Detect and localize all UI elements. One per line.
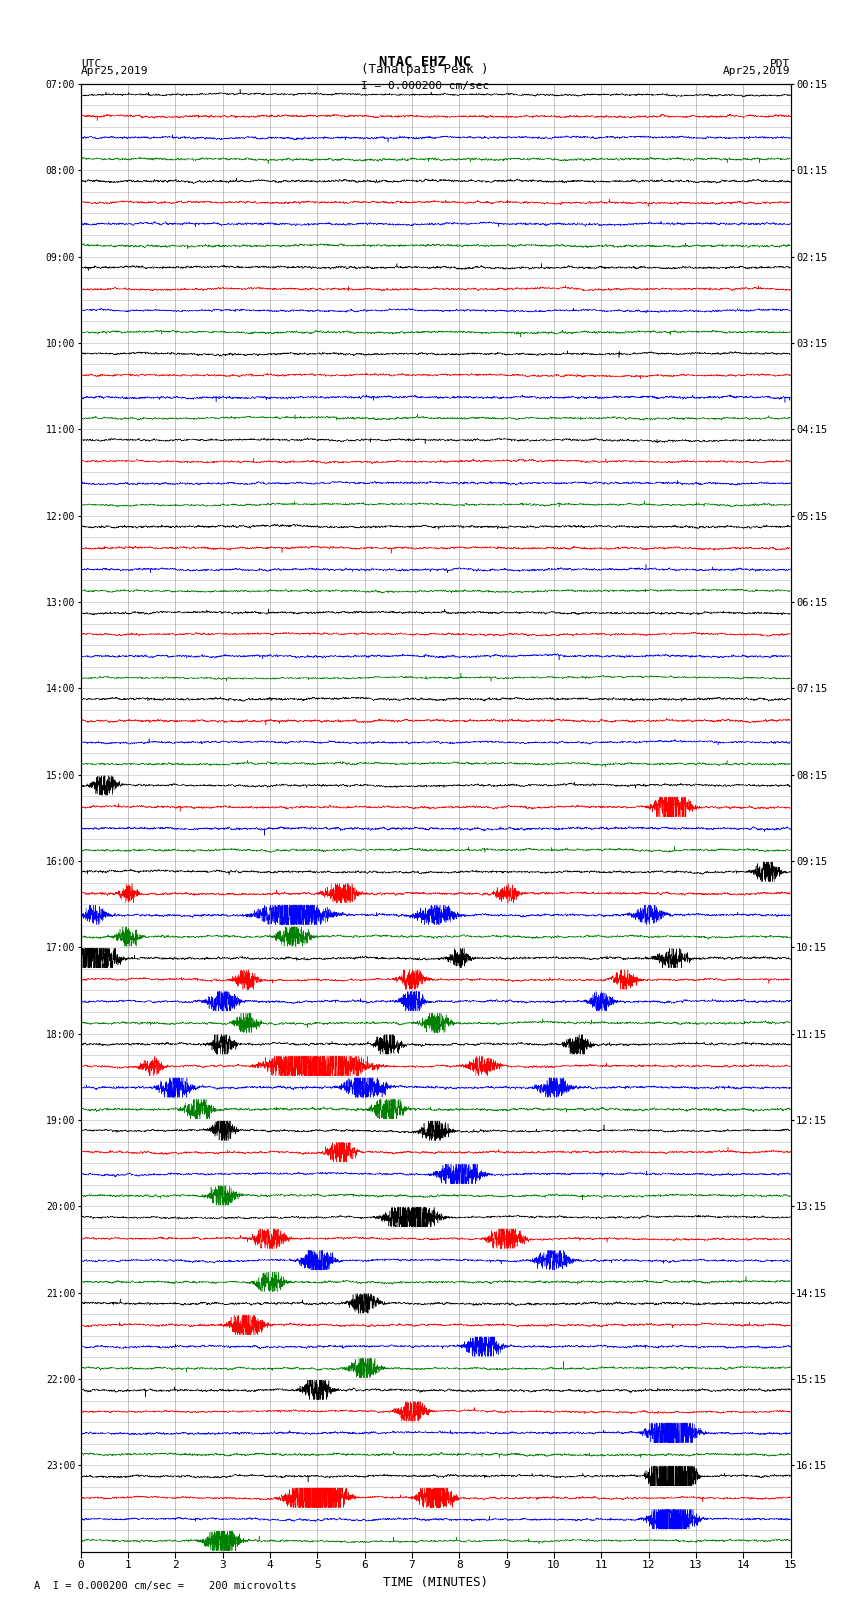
X-axis label: TIME (MINUTES): TIME (MINUTES)	[383, 1576, 488, 1589]
Text: NTAC EHZ NC: NTAC EHZ NC	[379, 55, 471, 69]
Text: (Tanalpais Peak ): (Tanalpais Peak )	[361, 63, 489, 76]
Text: A  I = 0.000200 cm/sec =    200 microvolts: A I = 0.000200 cm/sec = 200 microvolts	[34, 1581, 297, 1590]
Text: UTC: UTC	[81, 58, 101, 69]
Text: PDT: PDT	[770, 58, 790, 69]
Text: Apr25,2019: Apr25,2019	[81, 66, 148, 76]
Text: Apr25,2019: Apr25,2019	[723, 66, 791, 76]
Text: I = 0.000200 cm/sec: I = 0.000200 cm/sec	[361, 82, 489, 92]
